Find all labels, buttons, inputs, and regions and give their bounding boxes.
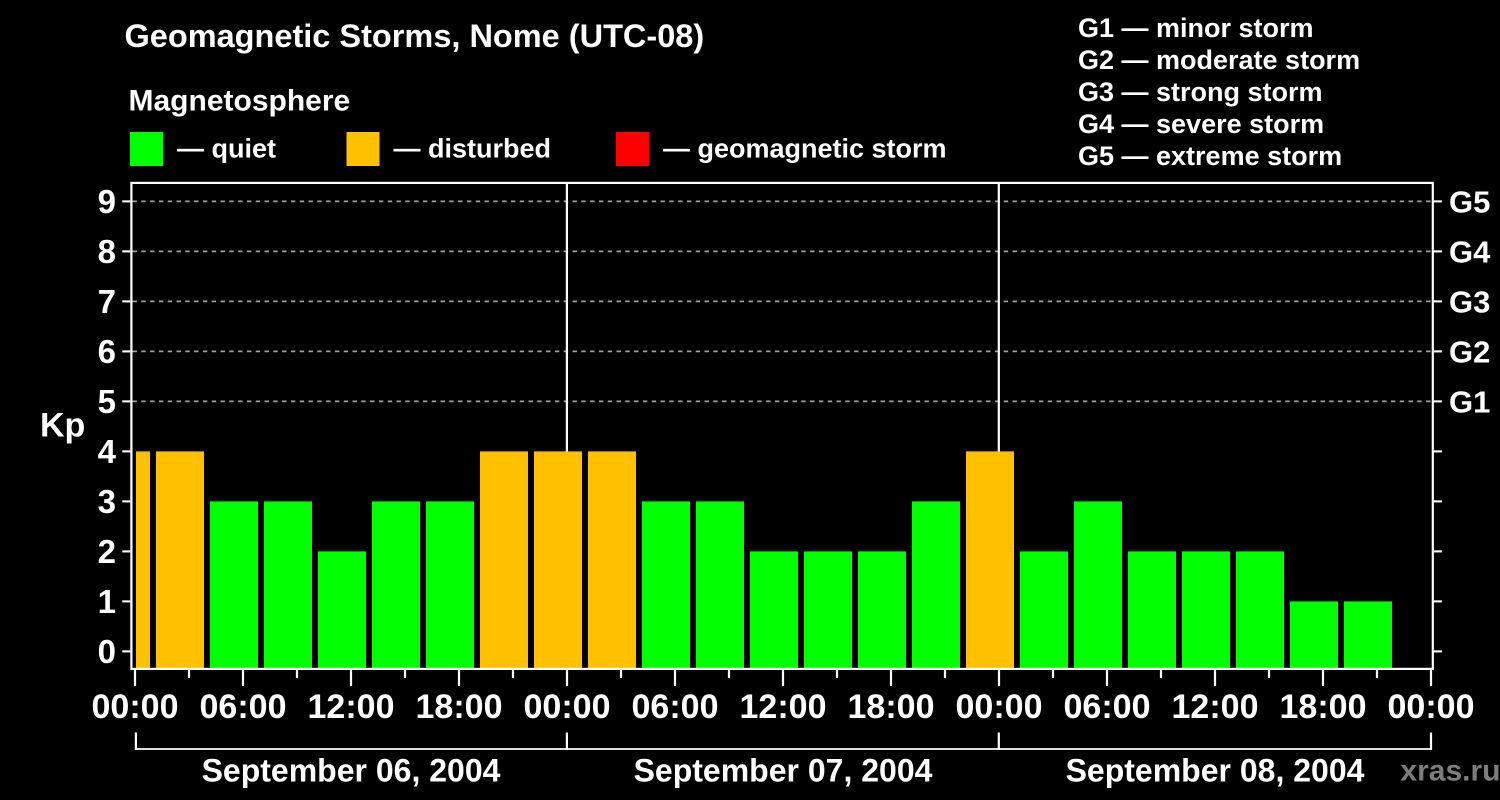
svg-text:12:00: 12:00	[1172, 688, 1259, 726]
svg-text:00:00: 00:00	[524, 688, 611, 726]
svg-text:G2: G2	[1449, 335, 1490, 370]
svg-text:06:00: 06:00	[632, 688, 719, 726]
svg-text:G2 — moderate storm: G2 — moderate storm	[1078, 45, 1360, 75]
svg-text:18:00: 18:00	[848, 688, 935, 726]
svg-text:4: 4	[98, 433, 117, 470]
svg-text:Magnetosphere: Magnetosphere	[129, 84, 351, 117]
svg-text:— geomagnetic storm: — geomagnetic storm	[663, 134, 947, 164]
svg-text:G3: G3	[1449, 285, 1490, 320]
svg-text:00:00: 00:00	[92, 688, 179, 726]
svg-text:12:00: 12:00	[740, 688, 827, 726]
svg-text:6: 6	[98, 333, 116, 370]
svg-text:September 08, 2004: September 08, 2004	[1066, 753, 1365, 789]
svg-text:Geomagnetic Storms, Nome (UTC-: Geomagnetic Storms, Nome (UTC-08)	[125, 18, 705, 54]
svg-text:00:00: 00:00	[1388, 688, 1475, 726]
svg-text:18:00: 18:00	[416, 688, 503, 726]
svg-text:G1 — minor storm: G1 — minor storm	[1078, 13, 1314, 43]
svg-text:7: 7	[98, 283, 116, 320]
svg-text:G4 — severe storm: G4 — severe storm	[1078, 109, 1324, 139]
svg-text:5: 5	[98, 383, 116, 420]
svg-text:18:00: 18:00	[1280, 688, 1367, 726]
svg-text:8: 8	[98, 233, 116, 270]
svg-text:— quiet: — quiet	[177, 134, 276, 164]
svg-text:G3 — strong storm: G3 — strong storm	[1078, 77, 1323, 107]
svg-text:G5 — extreme storm: G5 — extreme storm	[1078, 141, 1342, 171]
svg-text:G4: G4	[1449, 235, 1491, 270]
svg-text:06:00: 06:00	[200, 688, 287, 726]
svg-text:06:00: 06:00	[1064, 688, 1151, 726]
svg-text:xras.ru: xras.ru	[1400, 754, 1500, 787]
svg-text:1: 1	[98, 583, 116, 620]
svg-text:— disturbed: — disturbed	[394, 134, 552, 164]
svg-text:3: 3	[98, 483, 116, 520]
svg-text:12:00: 12:00	[308, 688, 395, 726]
svg-text:9: 9	[98, 183, 116, 220]
svg-text:September 06, 2004: September 06, 2004	[202, 753, 501, 789]
svg-text:2: 2	[98, 533, 116, 570]
svg-text:Kp: Kp	[40, 407, 85, 445]
svg-text:G1: G1	[1449, 385, 1490, 420]
svg-text:September 07, 2004: September 07, 2004	[634, 753, 933, 789]
svg-text:00:00: 00:00	[956, 688, 1043, 726]
svg-text:G5: G5	[1449, 185, 1490, 220]
svg-text:0: 0	[98, 633, 116, 670]
